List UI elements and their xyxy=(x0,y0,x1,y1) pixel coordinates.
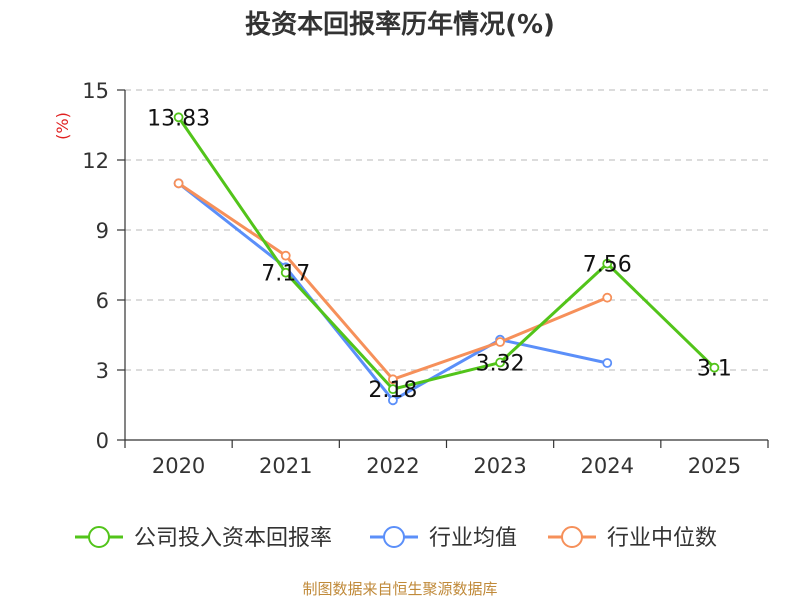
x-tick-label: 2023 xyxy=(473,454,526,478)
x-tick-label: 2021 xyxy=(259,454,312,478)
y-tick-label: 12 xyxy=(82,149,109,173)
data-point xyxy=(280,267,291,278)
x-tick-label: 2022 xyxy=(366,454,419,478)
series-line-0 xyxy=(177,116,716,391)
data-label: 7.17 xyxy=(261,262,310,287)
legend-swatch-marker xyxy=(88,526,110,548)
data-point xyxy=(602,258,613,269)
data-label: 7.56 xyxy=(583,253,632,278)
x-tick-label: 2025 xyxy=(688,454,741,478)
axes: 0 3 6 9 12 15 2020 2021 2022 2023 2024 2025 xyxy=(82,79,769,478)
x-tick-label: 2024 xyxy=(581,454,634,478)
series-lines xyxy=(173,112,720,406)
data-labels: 13.83 7.17 2.18 3.32 7.56 3.1 xyxy=(147,106,732,403)
data-label: 3.32 xyxy=(476,352,525,377)
data-point xyxy=(709,362,720,373)
data-point xyxy=(602,358,613,368)
y-tick-label: 0 xyxy=(96,429,109,453)
series-line-1 xyxy=(177,182,608,402)
data-label: 3.1 xyxy=(697,357,732,382)
data-point xyxy=(388,374,398,385)
y-tick-label: 3 xyxy=(96,359,109,383)
data-point xyxy=(173,112,184,123)
y-tick-label: 6 xyxy=(96,289,109,313)
data-point xyxy=(388,395,398,406)
data-label: 2.18 xyxy=(368,378,417,403)
legend-label: 行业均值 xyxy=(429,526,517,551)
legend: 公司投入资本回报率 行业均值 行业中位数 xyxy=(75,526,717,551)
data-label: 13.83 xyxy=(147,106,210,131)
legend-swatch-marker xyxy=(561,526,583,548)
data-source-note: 制图数据来自恒生聚源数据库 xyxy=(302,580,498,598)
legend-label: 行业中位数 xyxy=(607,526,717,551)
x-tick-label: 2020 xyxy=(152,454,205,478)
chart-title: 投资本回报率历年情况(%) xyxy=(245,10,555,40)
data-point xyxy=(495,337,505,347)
legend-swatch-marker xyxy=(383,526,405,548)
data-point xyxy=(495,357,505,368)
y-tick-label: 15 xyxy=(82,79,109,103)
y-tick-label: 9 xyxy=(96,219,109,243)
data-point xyxy=(388,384,398,395)
y-axis-unit-label: (%) xyxy=(53,112,72,140)
legend-label: 公司投入资本回报率 xyxy=(134,526,332,551)
data-point xyxy=(173,178,184,189)
data-point xyxy=(602,292,613,303)
data-point xyxy=(280,250,291,261)
